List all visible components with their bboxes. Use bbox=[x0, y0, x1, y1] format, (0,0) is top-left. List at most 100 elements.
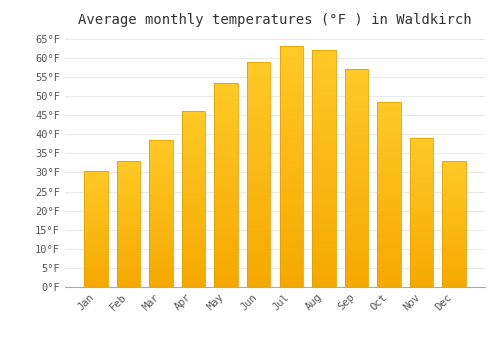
Bar bbox=[116, 190, 140, 191]
Bar bbox=[84, 256, 108, 257]
Bar bbox=[247, 161, 270, 163]
Bar bbox=[410, 217, 434, 218]
Bar bbox=[280, 270, 303, 273]
Bar bbox=[214, 105, 238, 107]
Bar bbox=[442, 171, 466, 172]
Bar bbox=[116, 267, 140, 268]
Bar bbox=[149, 153, 172, 155]
Bar bbox=[84, 286, 108, 287]
Bar bbox=[442, 266, 466, 267]
Bar bbox=[280, 107, 303, 109]
Bar bbox=[344, 204, 368, 206]
Bar bbox=[410, 280, 434, 281]
Bar bbox=[214, 252, 238, 254]
Bar bbox=[84, 218, 108, 219]
Bar bbox=[344, 270, 368, 272]
Bar bbox=[344, 165, 368, 167]
Bar bbox=[84, 258, 108, 259]
Bar bbox=[182, 278, 206, 280]
Bar bbox=[344, 285, 368, 287]
Bar bbox=[182, 117, 206, 118]
Bar bbox=[312, 280, 336, 282]
Bar bbox=[182, 154, 206, 155]
Bar bbox=[84, 229, 108, 230]
Bar bbox=[312, 133, 336, 135]
Bar bbox=[116, 264, 140, 266]
Bar bbox=[442, 270, 466, 271]
Bar bbox=[149, 256, 172, 258]
Bar bbox=[149, 140, 172, 287]
Bar bbox=[182, 111, 206, 113]
Bar bbox=[214, 238, 238, 240]
Bar bbox=[442, 248, 466, 249]
Bar bbox=[247, 224, 270, 226]
Bar bbox=[149, 214, 172, 215]
Bar bbox=[312, 152, 336, 154]
Bar bbox=[214, 218, 238, 219]
Bar bbox=[312, 76, 336, 79]
Bar bbox=[182, 122, 206, 124]
Bar bbox=[344, 135, 368, 137]
Bar bbox=[378, 263, 401, 265]
Bar bbox=[344, 80, 368, 82]
Bar bbox=[312, 218, 336, 221]
Bar bbox=[214, 124, 238, 126]
Bar bbox=[116, 240, 140, 241]
Bar bbox=[84, 244, 108, 245]
Bar bbox=[214, 179, 238, 181]
Bar bbox=[442, 176, 466, 177]
Bar bbox=[280, 124, 303, 126]
Bar bbox=[442, 204, 466, 205]
Bar bbox=[280, 94, 303, 97]
Bar bbox=[247, 136, 270, 138]
Bar bbox=[312, 83, 336, 86]
Bar bbox=[312, 81, 336, 83]
Bar bbox=[182, 257, 206, 259]
Bar bbox=[312, 214, 336, 216]
Bar bbox=[84, 274, 108, 275]
Bar bbox=[442, 234, 466, 235]
Bar bbox=[84, 194, 108, 195]
Bar bbox=[312, 169, 336, 171]
Bar bbox=[280, 186, 303, 188]
Bar bbox=[280, 215, 303, 217]
Bar bbox=[280, 140, 303, 143]
Bar bbox=[84, 273, 108, 274]
Bar bbox=[214, 242, 238, 244]
Bar bbox=[116, 218, 140, 219]
Bar bbox=[84, 219, 108, 220]
Bar bbox=[116, 222, 140, 223]
Bar bbox=[182, 178, 206, 180]
Bar bbox=[410, 210, 434, 211]
Bar bbox=[214, 185, 238, 187]
Bar bbox=[247, 181, 270, 183]
Bar bbox=[182, 215, 206, 217]
Bar bbox=[442, 264, 466, 266]
Bar bbox=[280, 280, 303, 282]
Bar bbox=[116, 201, 140, 203]
Bar bbox=[312, 86, 336, 88]
Bar bbox=[442, 229, 466, 230]
Bar bbox=[182, 171, 206, 173]
Bar bbox=[410, 265, 434, 266]
Bar bbox=[410, 166, 434, 168]
Bar bbox=[84, 237, 108, 238]
Bar bbox=[344, 187, 368, 189]
Bar bbox=[182, 268, 206, 270]
Bar bbox=[312, 282, 336, 285]
Bar bbox=[182, 139, 206, 141]
Bar bbox=[116, 258, 140, 259]
Bar bbox=[312, 209, 336, 211]
Bar bbox=[280, 70, 303, 73]
Bar bbox=[378, 257, 401, 259]
Bar bbox=[442, 225, 466, 226]
Bar bbox=[149, 169, 172, 171]
Bar bbox=[182, 127, 206, 129]
Bar bbox=[182, 115, 206, 117]
Bar bbox=[247, 233, 270, 235]
Bar bbox=[312, 252, 336, 254]
Bar bbox=[149, 175, 172, 177]
Bar bbox=[116, 260, 140, 262]
Bar bbox=[247, 111, 270, 113]
Bar bbox=[84, 239, 108, 240]
